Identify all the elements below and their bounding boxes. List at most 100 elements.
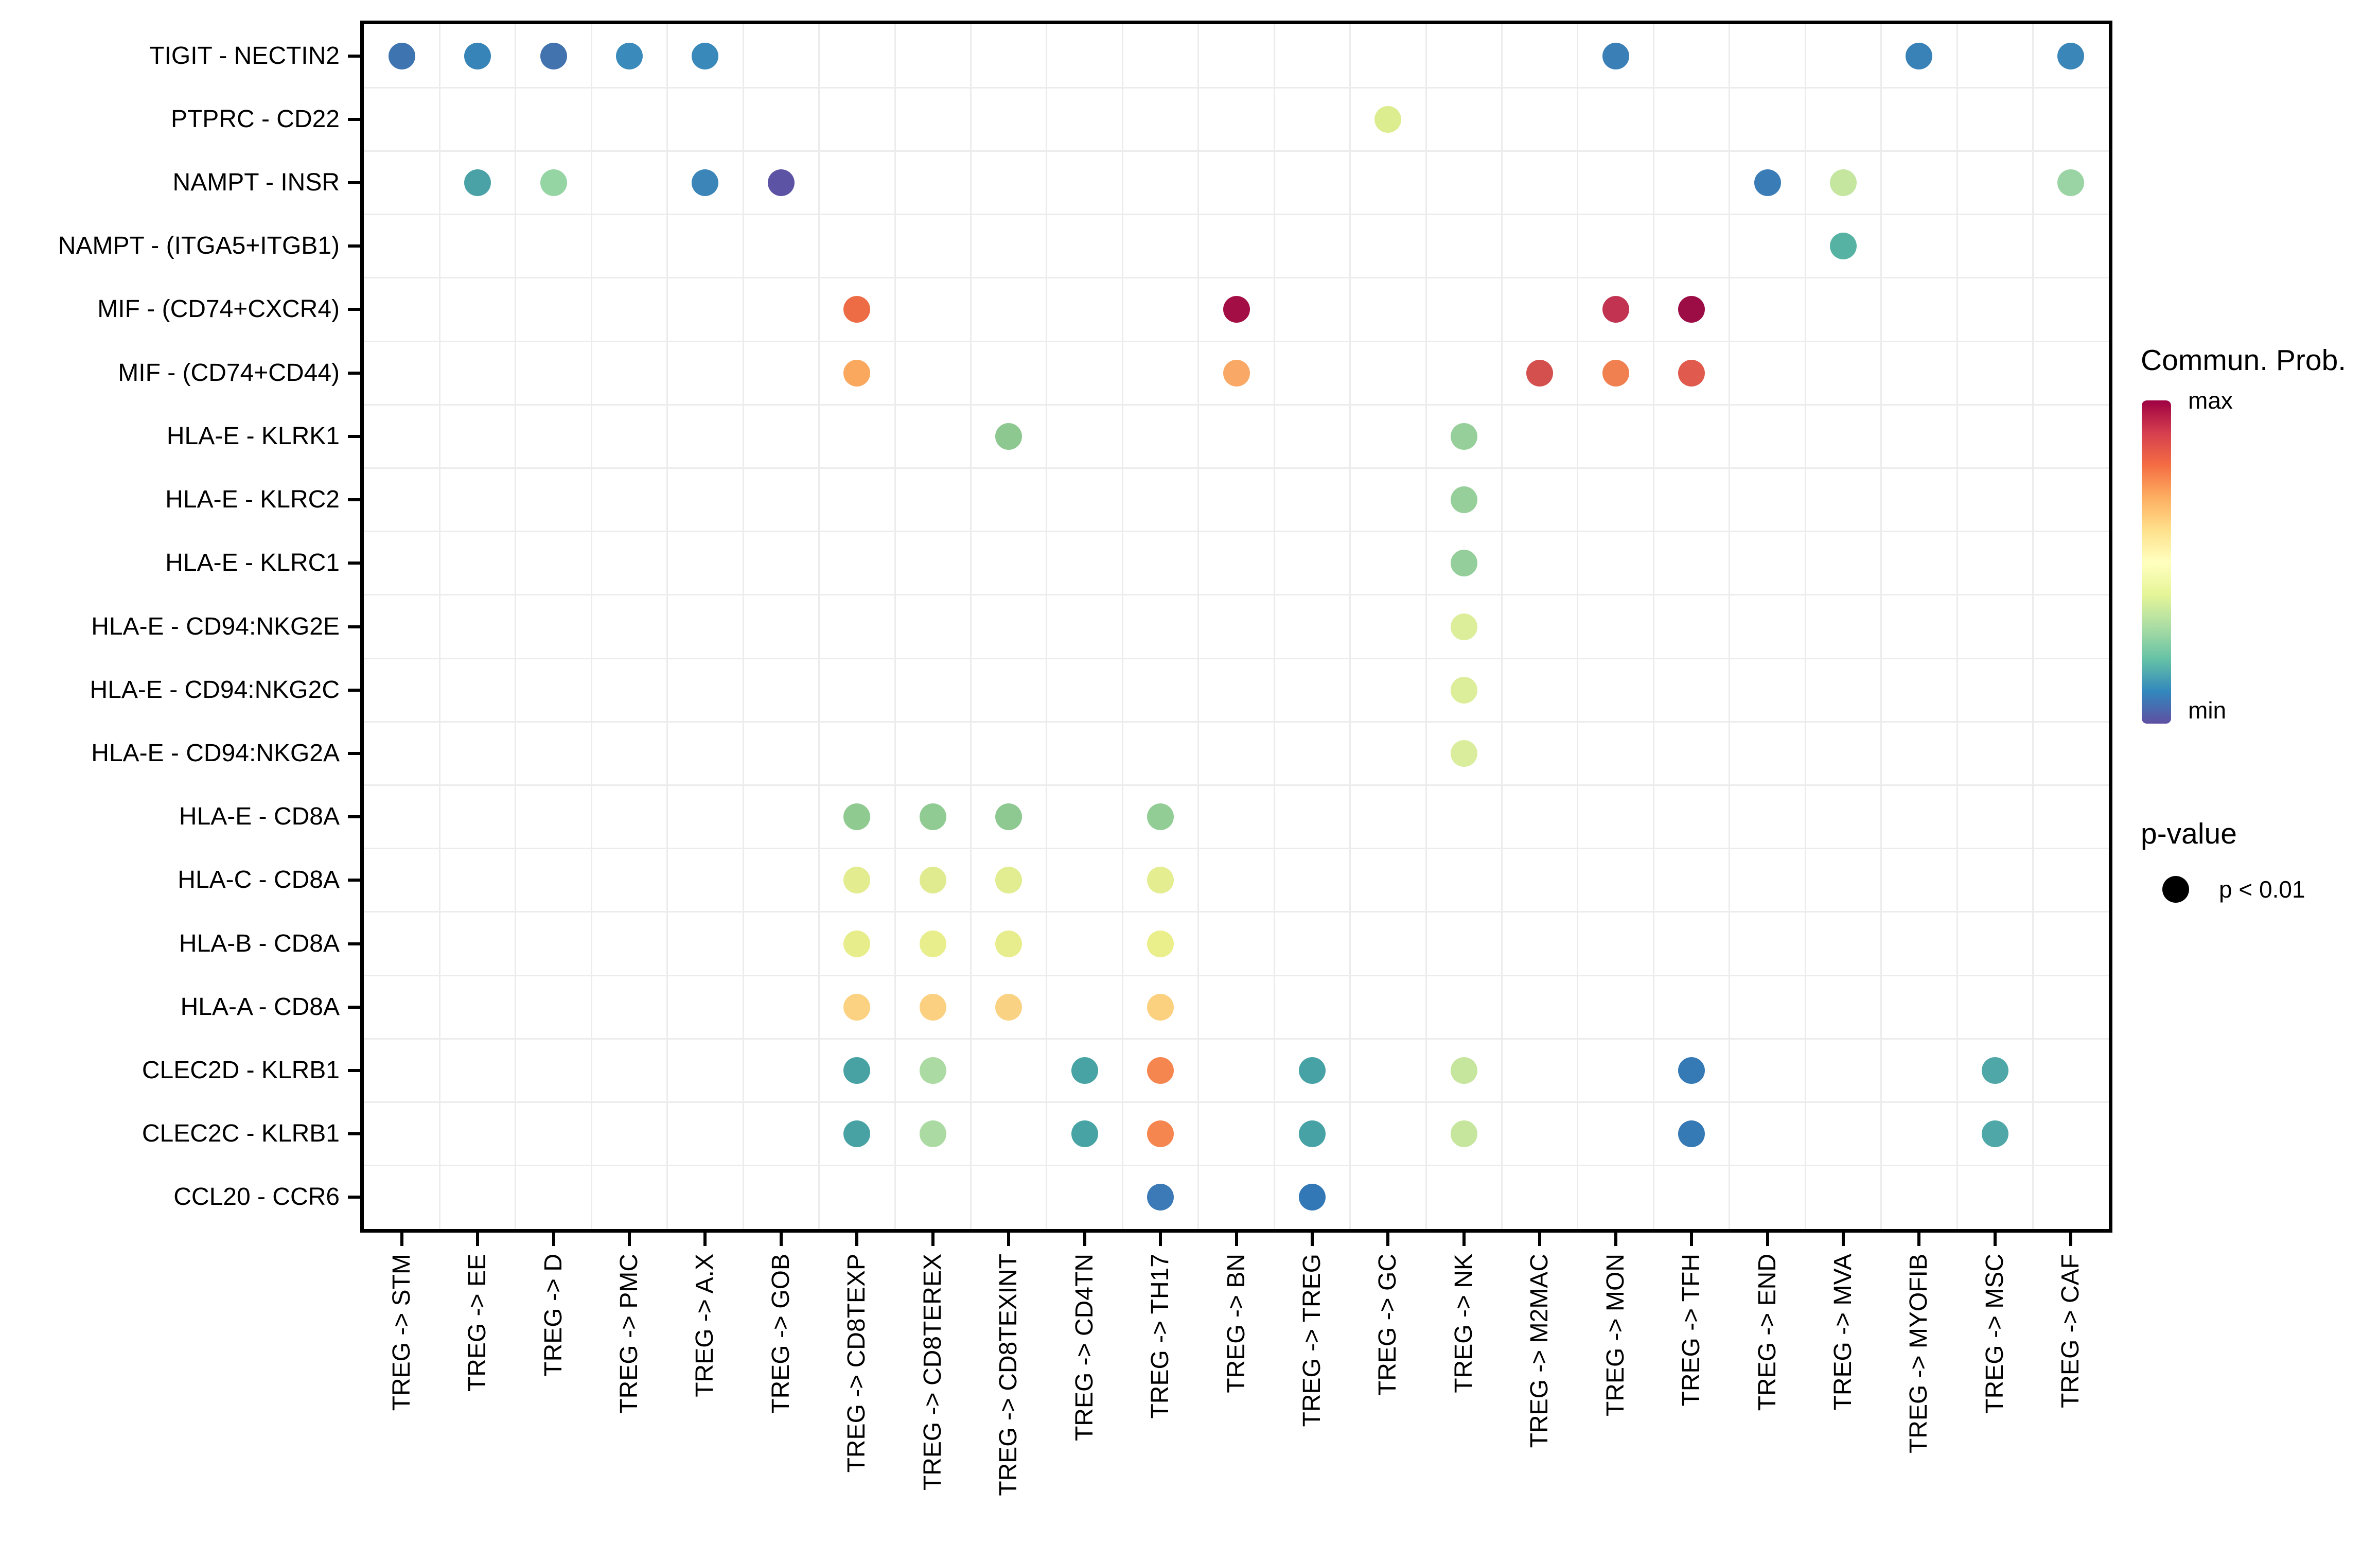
- data-dot: [843, 359, 871, 387]
- data-dot: [1147, 867, 1174, 894]
- gridline-vertical: [1652, 24, 1654, 1229]
- gridline-vertical: [1880, 24, 1882, 1229]
- data-dot: [1450, 423, 1477, 450]
- gridline-horizontal: [364, 214, 2109, 216]
- x-tick: [1310, 1233, 1314, 1246]
- x-axis-label: TREG -> BN: [1222, 1254, 1250, 1393]
- x-axis-label: TREG -> D: [539, 1254, 567, 1377]
- data-dot: [1981, 1120, 2008, 1148]
- y-tick: [348, 117, 360, 121]
- x-axis-label: TREG -> CD4TN: [1070, 1254, 1098, 1442]
- data-dot: [1829, 233, 1857, 260]
- gridline-horizontal: [364, 150, 2109, 152]
- y-tick: [348, 244, 360, 248]
- y-axis-label: CLEC2C - KLRB1: [142, 1120, 340, 1148]
- data-dot: [1602, 359, 1629, 387]
- plot-panel: [360, 21, 2112, 1233]
- data-dot: [692, 169, 719, 197]
- x-tick: [552, 1233, 555, 1246]
- x-axis-label: TREG -> STM: [387, 1254, 415, 1411]
- y-tick: [348, 1068, 360, 1072]
- data-dot: [1147, 993, 1174, 1021]
- gridline-vertical: [1046, 24, 1048, 1229]
- gridline-vertical: [1577, 24, 1579, 1229]
- gridline-vertical: [1197, 24, 1200, 1229]
- data-dot: [1450, 1120, 1477, 1148]
- data-dot: [1298, 1184, 1326, 1211]
- data-dot: [1071, 1120, 1098, 1148]
- gridline-vertical: [1501, 24, 1503, 1229]
- data-dot: [1147, 1120, 1174, 1148]
- x-axis-label: TREG -> CD8TEXINT: [995, 1254, 1022, 1496]
- gridline-horizontal: [364, 467, 2109, 469]
- data-dot: [843, 296, 871, 323]
- gridline-vertical: [894, 24, 896, 1229]
- gridline-vertical: [818, 24, 820, 1229]
- data-dot: [1147, 803, 1174, 831]
- x-tick: [1614, 1233, 1617, 1246]
- data-dot: [1374, 106, 1402, 133]
- y-axis-label: HLA-E - CD8A: [179, 803, 340, 831]
- x-tick: [1386, 1233, 1390, 1246]
- data-dot: [2057, 169, 2085, 197]
- data-dot: [1602, 296, 1629, 323]
- data-dot: [1450, 486, 1477, 514]
- x-tick: [1159, 1233, 1162, 1246]
- data-dot: [1298, 1120, 1326, 1148]
- gridline-horizontal: [364, 911, 2109, 913]
- data-dot: [1981, 1057, 2008, 1084]
- x-axis-label: TREG -> CD8TEREX: [919, 1254, 946, 1491]
- data-dot: [1223, 296, 1250, 323]
- x-axis-label: TREG -> MVA: [1829, 1254, 1857, 1411]
- data-dot: [1450, 613, 1477, 640]
- data-dot: [1829, 169, 1857, 197]
- data-dot: [919, 1057, 946, 1084]
- gridline-horizontal: [364, 784, 2109, 786]
- data-dot: [388, 42, 415, 69]
- data-dot: [1298, 1057, 1326, 1084]
- gridline-horizontal: [364, 531, 2109, 533]
- x-axis-label: TREG -> TFH: [1678, 1254, 1705, 1407]
- y-tick: [348, 688, 360, 692]
- y-axis-label: HLA-E - KLRC1: [165, 549, 340, 577]
- x-tick: [1083, 1233, 1086, 1246]
- data-dot: [540, 169, 567, 197]
- gridline-horizontal: [364, 848, 2109, 850]
- y-axis-label: PTPRC - CD22: [170, 105, 340, 133]
- data-dot: [1678, 1120, 1705, 1148]
- y-axis-label: HLA-A - CD8A: [180, 993, 340, 1021]
- x-axis-label: TREG -> PMC: [615, 1254, 643, 1414]
- data-dot: [1602, 42, 1629, 69]
- gridline-vertical: [1425, 24, 1427, 1229]
- gridline-horizontal: [364, 1165, 2109, 1167]
- x-tick: [476, 1233, 480, 1246]
- data-dot: [843, 1057, 871, 1084]
- data-dot: [1678, 296, 1705, 323]
- gridline-vertical: [590, 24, 592, 1229]
- y-axis-label: NAMPT - (ITGA5+ITGB1): [58, 232, 340, 260]
- data-dot: [995, 423, 1022, 450]
- x-tick: [779, 1233, 783, 1246]
- data-dot: [843, 1120, 871, 1148]
- data-dot: [919, 1120, 946, 1148]
- x-axis-label: TREG -> GOB: [767, 1254, 795, 1414]
- data-dot: [1526, 359, 1554, 387]
- y-tick: [348, 942, 360, 945]
- y-axis-label: HLA-B - CD8A: [179, 929, 340, 957]
- y-axis-label: HLA-E - CD94:NKG2A: [91, 739, 340, 767]
- x-axis-label: TREG -> EE: [464, 1254, 491, 1392]
- data-dot: [464, 42, 491, 69]
- gridline-vertical: [666, 24, 668, 1229]
- y-axis-label: HLA-E - CD94:NKG2E: [91, 612, 340, 640]
- x-axis-label: TREG -> CD8TEXP: [843, 1254, 871, 1473]
- y-tick: [348, 434, 360, 438]
- data-dot: [692, 42, 719, 69]
- y-tick: [348, 1005, 360, 1009]
- x-tick: [1841, 1233, 1845, 1246]
- gridline-vertical: [1956, 24, 1958, 1229]
- gridline-vertical: [1729, 24, 1731, 1229]
- gridline-horizontal: [364, 974, 2109, 976]
- y-tick: [348, 879, 360, 882]
- x-axis-label: TREG -> A.X: [691, 1254, 719, 1397]
- x-tick: [931, 1233, 935, 1246]
